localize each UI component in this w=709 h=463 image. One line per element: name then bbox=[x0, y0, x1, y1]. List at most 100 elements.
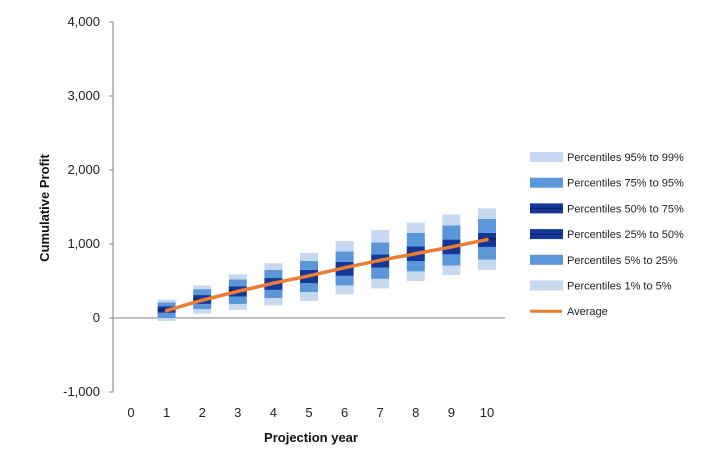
legend: Percentiles 95% to 99% Percentiles 75% to… bbox=[530, 152, 684, 318]
box-p1-p5 bbox=[442, 265, 461, 276]
box-p95-p99 bbox=[335, 241, 354, 252]
box-p1-p5 bbox=[371, 278, 390, 289]
box-p1-p5 bbox=[157, 318, 176, 321]
box-p50-p75 bbox=[371, 254, 390, 261]
x-tick-label: 0 bbox=[127, 405, 134, 420]
box-p25-p50 bbox=[442, 246, 461, 255]
x-tick-label: 4 bbox=[270, 405, 277, 420]
box-p25-p50 bbox=[478, 238, 496, 247]
box-p5-p25 bbox=[371, 267, 390, 279]
box-p75-p95 bbox=[335, 251, 354, 262]
legend-item: Percentiles 50% to 75% bbox=[530, 203, 684, 215]
box-p95-p99 bbox=[300, 252, 318, 262]
box-p25-p50 bbox=[406, 252, 425, 262]
box-p95-p99 bbox=[228, 274, 247, 280]
box-p75-p95 bbox=[371, 242, 390, 255]
x-tick-label: 3 bbox=[234, 405, 241, 420]
box-p5-p25 bbox=[228, 296, 247, 304]
box-p5-p25 bbox=[300, 283, 318, 293]
percentile-boxes bbox=[157, 208, 496, 321]
box-p5-p25 bbox=[157, 312, 176, 318]
x-tick-label: 2 bbox=[199, 405, 206, 420]
box-p75-p95 bbox=[157, 302, 176, 307]
box-p50-p75 bbox=[264, 278, 283, 284]
box-p75-p95 bbox=[406, 232, 425, 247]
box-p50-p75 bbox=[300, 269, 318, 276]
box-p1-p5 bbox=[335, 285, 354, 295]
box-p75-p95 bbox=[478, 218, 496, 233]
legend-label: Percentiles 95% to 99% bbox=[567, 152, 684, 164]
box-p25-p50 bbox=[371, 260, 390, 268]
legend-item: Average bbox=[530, 306, 608, 318]
x-tick-label: 9 bbox=[448, 405, 455, 420]
legend-label: Average bbox=[567, 306, 608, 318]
box-p95-p99 bbox=[264, 263, 283, 270]
legend-item: Percentiles 1% to 5% bbox=[530, 280, 672, 293]
x-axis-title: Projection year bbox=[264, 430, 358, 445]
box-p75-p95 bbox=[264, 269, 283, 279]
box-p5-p25 bbox=[193, 303, 212, 310]
box-p1-p5 bbox=[478, 259, 496, 270]
y-tick-label: 0 bbox=[93, 310, 100, 325]
x-tick-labels: 0 1 2 3 4 5 6 7 8 9 10 bbox=[127, 405, 494, 420]
legend-item: Percentiles 95% to 99% bbox=[530, 152, 684, 164]
box-p1-p5 bbox=[300, 292, 318, 301]
x-tick-label: 7 bbox=[377, 405, 384, 420]
legend-label: Percentiles 25% to 50% bbox=[567, 229, 684, 241]
legend-item: Percentiles 75% to 95% bbox=[530, 177, 684, 190]
x-tick-label: 1 bbox=[163, 405, 170, 420]
legend-swatch bbox=[530, 280, 563, 291]
average-layer bbox=[164, 237, 489, 313]
box-p25-p50 bbox=[300, 275, 318, 284]
box-p5-p25 bbox=[406, 261, 425, 272]
y-tick-label: -1,000 bbox=[63, 384, 100, 399]
x-tick-label: 6 bbox=[341, 405, 348, 420]
box-p25-p50 bbox=[335, 267, 354, 276]
box-p50-p75 bbox=[193, 295, 212, 300]
box-p75-p95 bbox=[300, 261, 318, 270]
box-p95-p99 bbox=[442, 214, 461, 226]
box-p5-p25 bbox=[478, 246, 496, 260]
legend-item: Percentiles 25% to 50% bbox=[530, 229, 684, 241]
box-p95-p99 bbox=[371, 229, 390, 243]
x-tick-label: 10 bbox=[480, 405, 494, 420]
legend-label: Percentiles 75% to 95% bbox=[567, 178, 684, 190]
box-p75-p95 bbox=[193, 289, 212, 296]
legend-swatch bbox=[530, 177, 563, 188]
box-p5-p25 bbox=[264, 289, 283, 299]
box-p1-p5 bbox=[406, 271, 425, 281]
box-p50-p75 bbox=[228, 286, 247, 291]
box-p25-p50 bbox=[264, 283, 283, 290]
box-p1-p5 bbox=[264, 298, 283, 306]
legend-item: Percentiles 5% to 25% bbox=[530, 255, 678, 267]
legend-swatch bbox=[530, 254, 563, 265]
box-p95-p99 bbox=[193, 285, 212, 290]
box-p50-p75 bbox=[406, 246, 425, 253]
box-p95-p99 bbox=[406, 222, 425, 233]
box-p1-p5 bbox=[228, 303, 247, 310]
box-p25-p50 bbox=[228, 290, 247, 297]
y-tick-label: 1,000 bbox=[67, 236, 100, 251]
box-p5-p25 bbox=[442, 254, 461, 266]
box-p75-p95 bbox=[228, 279, 247, 287]
box-p5-p25 bbox=[335, 275, 354, 286]
box-p50-p75 bbox=[442, 239, 461, 247]
box-p50-p75 bbox=[157, 306, 176, 310]
box-p1-p5 bbox=[193, 309, 212, 314]
y-tick-label: 2,000 bbox=[67, 162, 100, 177]
y-axis-title: Cumulative Profit bbox=[37, 154, 52, 262]
y-tick-label: 4,000 bbox=[67, 14, 100, 29]
box-p50-p75 bbox=[478, 232, 496, 239]
legend-label: Percentiles 1% to 5% bbox=[567, 281, 672, 293]
y-tick-labels: -1,000 0 1,000 2,000 3,000 4,000 bbox=[63, 14, 113, 399]
y-tick-label: 3,000 bbox=[67, 88, 100, 103]
legend-swatch bbox=[530, 152, 563, 162]
x-tick-label: 8 bbox=[412, 405, 419, 420]
legend-label: Percentiles 50% to 75% bbox=[567, 203, 684, 215]
average-line bbox=[164, 237, 489, 313]
box-p75-p95 bbox=[442, 225, 461, 240]
box-p95-p99 bbox=[157, 299, 176, 303]
box-p50-p75 bbox=[335, 261, 354, 268]
